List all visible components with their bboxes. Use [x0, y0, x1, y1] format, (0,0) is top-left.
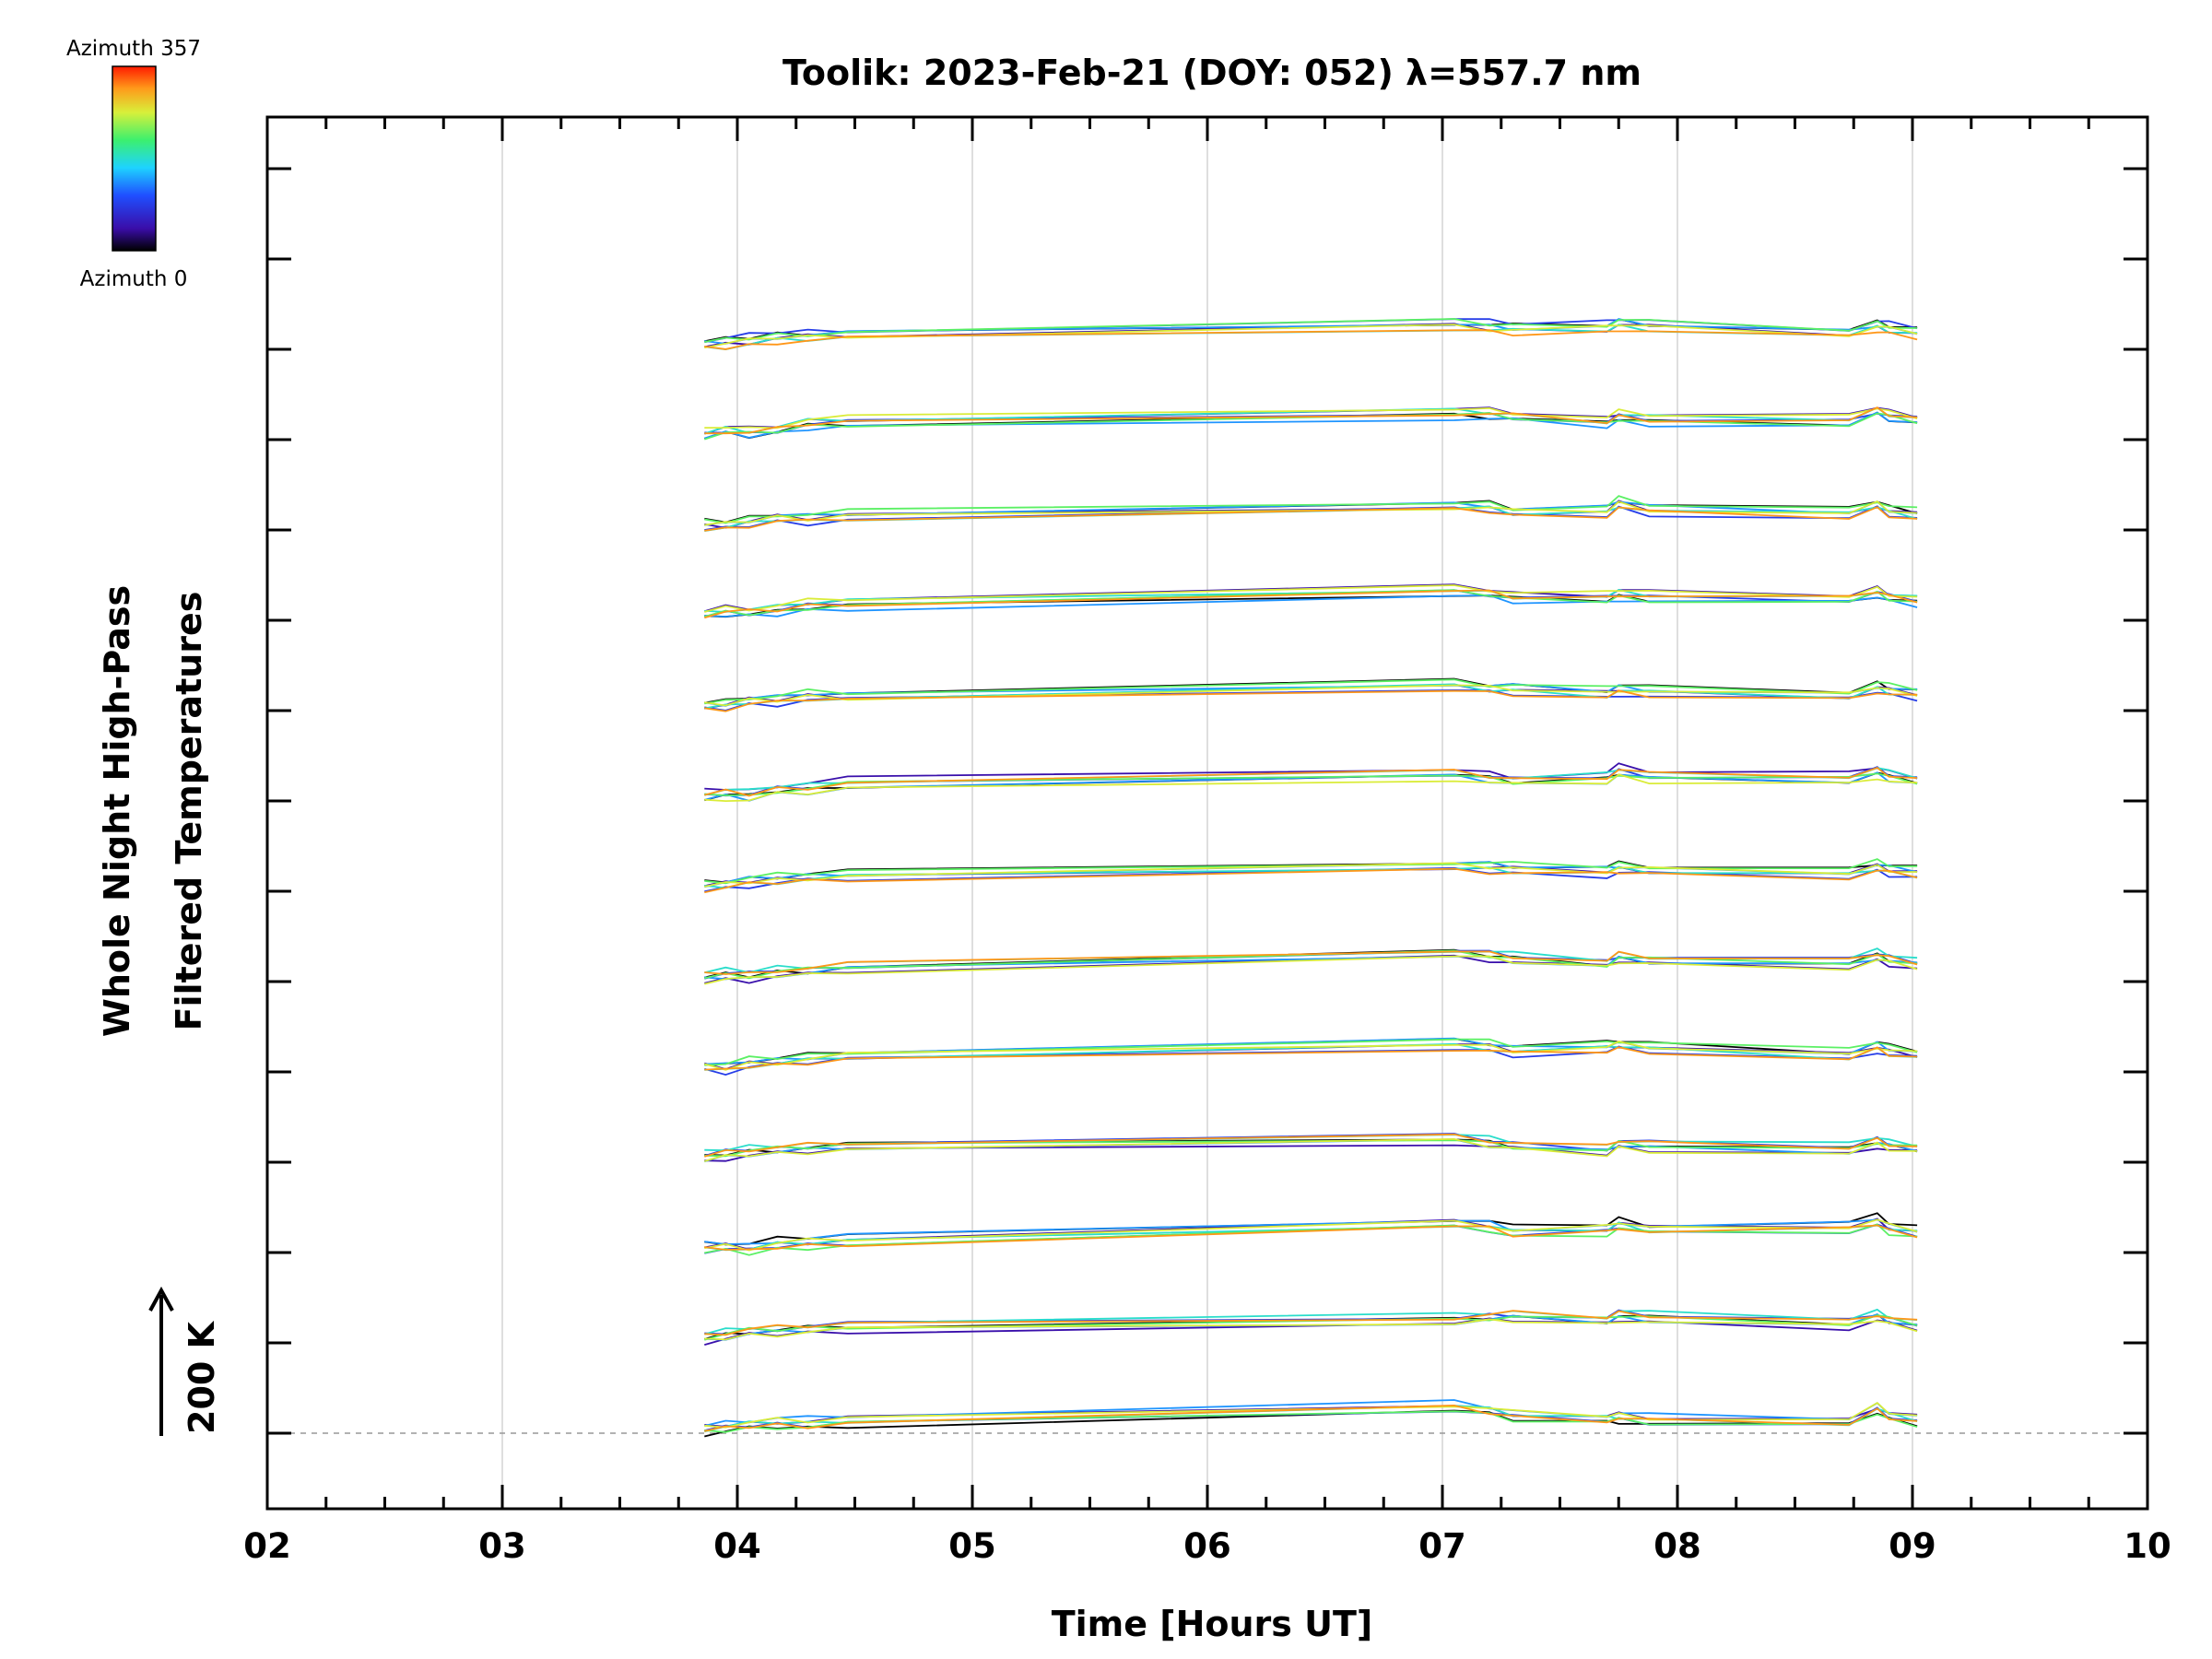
x-tick-label: 09	[1888, 1526, 1936, 1566]
series-line	[704, 1218, 1918, 1245]
series-line	[704, 506, 1918, 532]
series-line	[704, 1133, 1918, 1158]
series-line	[704, 412, 1918, 441]
series-line	[704, 1046, 1918, 1071]
series-line	[704, 772, 1918, 796]
colorbar-top-label: Azimuth 357	[66, 37, 201, 61]
series-line	[704, 950, 1918, 975]
series-line	[704, 495, 1918, 524]
series-line	[704, 589, 1918, 619]
series-line	[704, 1137, 1918, 1162]
series-line	[704, 406, 1918, 429]
series-line	[704, 1218, 1918, 1252]
series-line	[704, 324, 1918, 351]
series-line	[704, 949, 1918, 980]
series-line	[704, 766, 1918, 797]
x-tick-label: 07	[1418, 1526, 1466, 1566]
x-tick-labels: 02 03 04 05 06 07 08 09 10	[243, 1526, 2171, 1566]
series-line	[704, 324, 1918, 349]
series-line	[704, 684, 1918, 707]
series-line	[704, 1037, 1918, 1065]
series-line	[704, 1038, 1918, 1066]
series-line	[704, 1223, 1918, 1256]
x-tick-label: 03	[478, 1526, 526, 1566]
x-axis-label: Time [Hours UT]	[1052, 1604, 1373, 1644]
series-line	[704, 858, 1918, 885]
series-line	[704, 505, 1918, 532]
series-line	[704, 406, 1918, 435]
series-line	[704, 947, 1918, 974]
axis-ticks	[265, 117, 2149, 1509]
x-tick-label: 06	[1183, 1526, 1231, 1566]
series-line	[704, 411, 1918, 440]
series-line	[704, 329, 1918, 350]
y-axis-label-line1: Whole Night High-Pass	[97, 585, 137, 1037]
series-line	[704, 589, 1918, 618]
series-lines	[704, 318, 1918, 1438]
scale-label: 200 K	[182, 1320, 222, 1434]
series-line	[704, 867, 1918, 894]
grid-lines	[501, 117, 1913, 1509]
series-line	[704, 955, 1918, 985]
series-line	[704, 1212, 1918, 1246]
colorbar: Azimuth 357 Azimuth 0	[66, 37, 201, 291]
scale-bar: 200 K	[148, 1286, 222, 1436]
series-line	[704, 1134, 1918, 1152]
series-line	[704, 689, 1918, 712]
series-line	[704, 584, 1918, 613]
y-axis-label-line2: Filtered Temperatures	[169, 592, 209, 1031]
x-tick-label: 10	[2124, 1526, 2171, 1566]
series-line	[704, 500, 1918, 526]
chart-title: Toolik: 2023-Feb-21 (DOY: 052) λ=557.7 n…	[782, 53, 1641, 93]
series-line	[704, 1314, 1918, 1341]
series-line	[704, 1224, 1918, 1251]
series-line	[704, 1401, 1918, 1429]
x-tick-label: 04	[713, 1526, 761, 1566]
series-line	[704, 318, 1918, 343]
series-line	[704, 1139, 1918, 1158]
series-line	[704, 1318, 1918, 1341]
x-tick-label: 08	[1653, 1526, 1701, 1566]
series-line	[704, 594, 1918, 618]
series-line	[704, 1041, 1918, 1071]
x-tick-label: 02	[243, 1526, 291, 1566]
series-line	[704, 862, 1918, 888]
series-line	[704, 678, 1918, 705]
colorbar-gradient	[112, 65, 157, 252]
series-line	[704, 1404, 1918, 1432]
series-line	[704, 1310, 1918, 1336]
x-tick-label: 05	[948, 1526, 996, 1566]
colorbar-bottom-label: Azimuth 0	[80, 267, 188, 291]
series-line	[704, 773, 1918, 803]
series-line	[704, 1312, 1918, 1341]
series-line	[704, 1410, 1918, 1433]
scale-arrow-head	[148, 1286, 174, 1312]
